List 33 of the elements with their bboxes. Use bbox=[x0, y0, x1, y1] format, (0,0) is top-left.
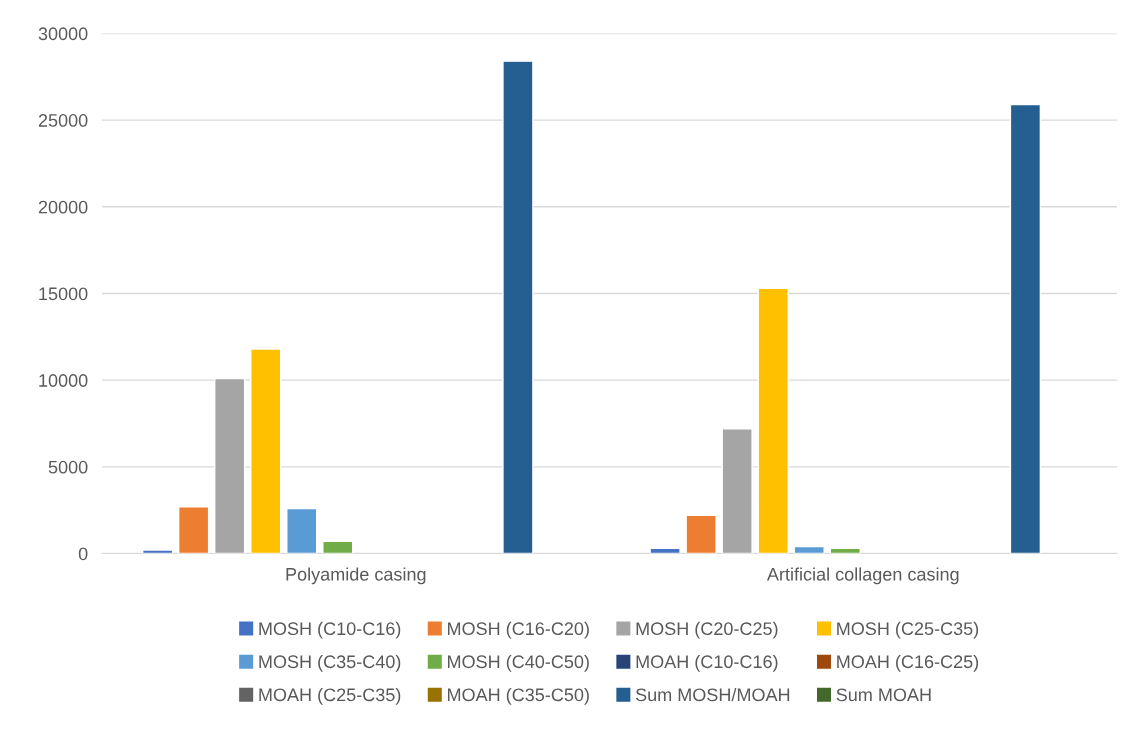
bar bbox=[286, 507, 318, 554]
x-tick-label: Artificial collagen casing bbox=[766, 567, 959, 585]
y-tick-label: 20000 bbox=[38, 200, 88, 214]
y-tick-label: 10000 bbox=[39, 374, 88, 387]
legend-label: MOSH (C35-C40) bbox=[259, 654, 401, 672]
bar bbox=[141, 549, 174, 554]
legend-label: MOSH (C25-C35) bbox=[837, 621, 979, 639]
legend-label: MOSH (C16-C20) bbox=[447, 621, 589, 639]
legend-label: MOAH (C10-C16) bbox=[636, 654, 778, 672]
y-tick-label: 30000 bbox=[38, 27, 88, 41]
legend-label: MOAH (C35-C50) bbox=[447, 687, 589, 705]
bar bbox=[721, 428, 753, 554]
bar bbox=[793, 545, 825, 554]
y-tick-label: 15000 bbox=[39, 287, 88, 301]
legend-label: MOSH (C20-C25) bbox=[636, 621, 778, 639]
legend-label: Sum MOSH/MOAH bbox=[635, 687, 790, 702]
legend-label: MOSH (C10-C16) bbox=[259, 621, 401, 639]
bar bbox=[685, 514, 717, 554]
bar bbox=[1009, 103, 1042, 554]
bar bbox=[214, 377, 246, 554]
bar bbox=[250, 348, 282, 554]
y-tick-label: 25000 bbox=[38, 114, 88, 127]
bar bbox=[757, 287, 789, 554]
bar bbox=[322, 540, 354, 554]
x-tick-label: Polyamide casing bbox=[286, 567, 426, 585]
legend-label: MOSH (C40-C50) bbox=[447, 654, 589, 672]
legend-label: Sum MOAH bbox=[836, 688, 931, 702]
y-tick-label: 5000 bbox=[48, 460, 88, 474]
legend-label: MOAH (C25-C35) bbox=[259, 687, 401, 705]
y-tick-label: 0 bbox=[78, 547, 88, 561]
legend-label: MOAH (C16-C25) bbox=[837, 654, 979, 672]
bar bbox=[502, 60, 534, 554]
bar bbox=[177, 506, 210, 554]
